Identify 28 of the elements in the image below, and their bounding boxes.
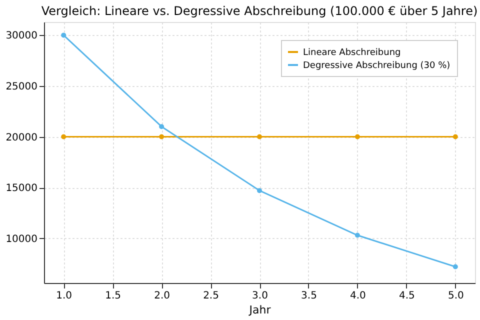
x-tick-label: 4.0 xyxy=(350,290,366,302)
point xyxy=(61,32,66,38)
x-tick-label: 1.5 xyxy=(105,290,122,302)
point xyxy=(61,134,66,140)
chart-title: Vergleich: Lineare vs. Degressive Abschreibung (100.000 € über 5 Jahre) xyxy=(41,4,478,18)
point xyxy=(159,124,164,130)
x-tick-label: 4.5 xyxy=(398,290,415,302)
x-axis-title: Jahr xyxy=(248,304,272,316)
point xyxy=(257,188,262,194)
x-tick-label: 1.0 xyxy=(56,290,72,302)
point xyxy=(159,134,164,140)
point xyxy=(354,232,360,238)
legend-label: Degressive Abschreibung (30 %) xyxy=(303,61,450,71)
x-tick-label: 2.0 xyxy=(154,290,170,302)
y-tick-label: 30000 xyxy=(6,30,38,42)
x-tick-label: 3.0 xyxy=(252,290,268,302)
point xyxy=(452,264,458,270)
y-tick-label: 15000 xyxy=(6,183,38,194)
legend-label: Lineare Abschreibung xyxy=(303,48,401,58)
point xyxy=(354,134,360,140)
y-tick-label: 10000 xyxy=(6,234,38,245)
y-tick-label: 25000 xyxy=(6,81,38,92)
x-tick-label: 2.5 xyxy=(203,290,219,302)
y-tick-label: 20000 xyxy=(6,132,38,144)
x-tick-label: 5.0 xyxy=(448,290,464,302)
point xyxy=(452,134,458,140)
point xyxy=(257,134,262,140)
x-tick-label: 3.5 xyxy=(301,290,317,302)
